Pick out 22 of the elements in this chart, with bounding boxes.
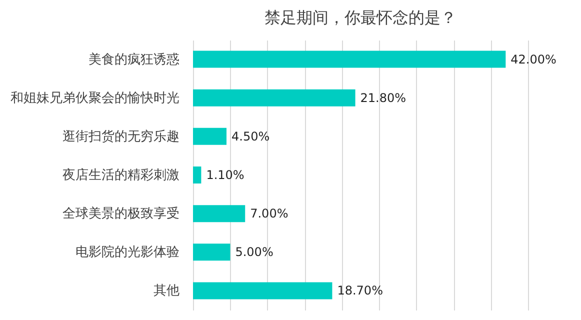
bar bbox=[193, 50, 506, 68]
data-label: 7.00% bbox=[250, 206, 288, 221]
y-tick-label: 美食的疯狂诱惑 bbox=[88, 51, 180, 68]
bar bbox=[193, 205, 246, 222]
chart-title: 禁足期间，你最怀念的是？ bbox=[264, 8, 456, 27]
y-tick-label: 电影院的光影体验 bbox=[76, 245, 180, 260]
data-label: 42.00% bbox=[510, 52, 556, 66]
y-tick-label: 夜店生活的精彩刺激 bbox=[62, 167, 180, 183]
data-label: 21.80% bbox=[360, 90, 406, 105]
data-label: 1.10% bbox=[206, 168, 244, 182]
data-label: 4.50% bbox=[232, 129, 270, 144]
y-tick-label: 其他 bbox=[154, 284, 180, 299]
data-label: 5.00% bbox=[235, 245, 274, 260]
bar bbox=[193, 244, 230, 261]
y-tick-label: 逛街扫货的无穷乐趣 bbox=[62, 129, 180, 144]
y-tick-label: 和姐妹兄弟伙聚会的愉快时光 bbox=[10, 90, 180, 106]
bar bbox=[193, 282, 332, 300]
bar bbox=[193, 128, 226, 145]
y-tick-label: 全球美景的极致享受 bbox=[62, 206, 180, 222]
bar bbox=[193, 89, 356, 106]
bar bbox=[193, 166, 202, 184]
data-label: 18.70% bbox=[337, 284, 383, 298]
